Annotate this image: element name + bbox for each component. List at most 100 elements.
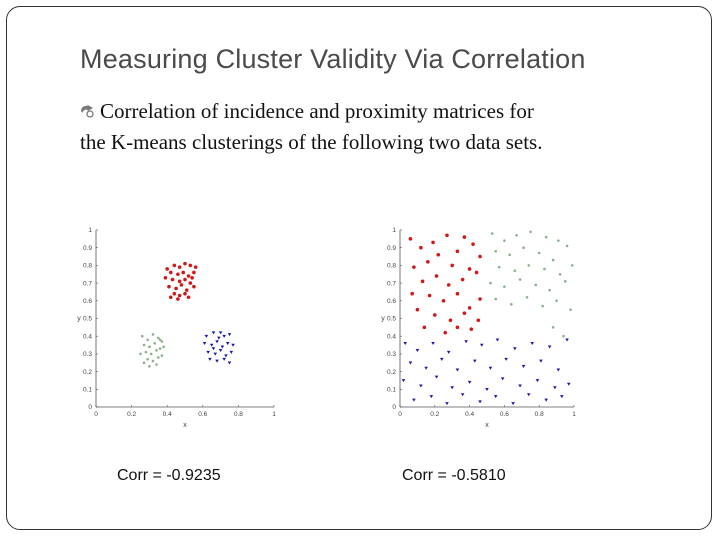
x-tick-label: 0 [94,411,98,418]
cluster-red-point [467,267,472,271]
cluster-green-point [494,297,497,301]
cluster-green-point [510,303,513,306]
cluster-red-point [177,279,182,284]
cluster-green-point [569,308,572,311]
cluster-red-point [177,265,182,269]
cluster-red-point [188,263,193,268]
cluster-red-point [478,254,482,259]
cluster-red-point [177,293,182,298]
cluster-blue-point [460,393,465,397]
cluster-red-point [192,284,196,289]
cluster-blue-point [222,334,226,338]
cluster-blue-point [518,384,522,388]
cluster-green-point [157,356,160,359]
x-tick-label: 1 [572,411,576,418]
y-tick-label: 0.7 [387,280,396,287]
slide-title: Measuring Cluster Validity Via Correlati… [80,44,586,74]
cluster-blue-point [227,361,232,365]
cluster-blue-point [495,338,500,342]
x-tick-label: 0.8 [234,411,243,418]
cluster-blue-point [556,368,561,372]
cluster-red-point [179,283,184,287]
cluster-blue-point [566,382,571,386]
cluster-blue-point [560,395,564,399]
cluster-red-point [469,327,474,331]
cluster-red-point [460,277,465,282]
cluster-blue-point [222,357,226,361]
cluster-green-point [148,364,151,368]
cluster-green-point [548,288,551,292]
cluster-red-point [434,274,439,278]
cluster-red-point [431,240,435,245]
cluster-red-point [445,233,449,238]
scatter-plot-right: 0 0.1 0.2 0.3 0.4 0.5 0.6 0.7 0.8 0.9 1 0 0.2 0.4 0.6 0… [381,227,576,429]
y-tick-label: 0.5 [387,316,396,323]
y-tick-label: 0.4 [387,333,396,340]
cluster-red-point [441,299,446,303]
cluster-green-point [153,341,157,345]
y-tick-label: 0 [88,404,92,411]
cluster-red-point [172,263,177,268]
cluster-red-point [174,286,178,291]
cluster-blue-point [455,368,460,372]
cluster-green-point [555,299,558,303]
cluster-blue-point [553,386,557,390]
cluster-red-point [192,270,196,275]
cluster-red-point [474,270,479,275]
cluster-green-point [146,338,149,342]
cluster-blue-point [513,347,517,351]
x-tick-label: 0.8 [535,411,544,418]
bullet-line-1: Correlation of incidence and proximity m… [100,99,534,123]
bullet-line-2: the K-means clusterings of the following… [80,130,543,154]
cluster-red-point [163,275,168,280]
y-tick-label: 0.9 [387,245,396,252]
cluster-red-point [172,291,177,296]
cluster-green-point [139,352,142,356]
cluster-green-point [151,333,155,336]
cluster-blue-point [213,352,218,356]
cluster-red-point [183,277,187,282]
y-tick-label: 0.2 [387,369,396,376]
cluster-blue-point [218,331,223,335]
cluster-green-point [160,340,164,343]
cluster-blue-point [439,357,444,361]
cluster-red-point [168,270,173,275]
cluster-blue-point [231,343,235,347]
cluster-red-point [184,288,189,292]
x-tick-label: 0.4 [163,411,172,418]
cluster-green-point [155,349,158,352]
cluster-green-point [503,285,506,288]
x-tick-label: 1 [272,411,276,418]
cluster-blue-point [446,350,451,354]
cluster-green-point [558,272,562,276]
x-tick-label: 0 [398,411,402,418]
cluster-red-point [170,277,175,282]
cluster-blue-point [415,349,420,353]
cluster-blue-point [209,343,214,347]
y-tick-label: 0.2 [83,369,92,376]
cluster-blue-point [224,354,228,358]
y-tick-label: 1 [88,227,92,234]
cluster-blue-point [229,350,234,354]
cluster-blue-point [204,334,209,338]
cluster-blue-point [225,341,230,345]
cluster-blue-point [521,364,526,368]
cluster-red-point [176,297,180,301]
scatter-plot-left: 0 0.1 0.2 0.3 0.4 0.5 0.6 0.7 0.8 0.9 1 0 0.2 0.4 0.6 0… [77,227,276,429]
cluster-blue-point [218,349,223,353]
cluster-green-point [162,345,165,349]
y-tick-label: 0.4 [83,333,92,340]
cluster-blue-point [535,379,540,383]
cluster-blue-point [206,350,210,354]
y-tick-label: 0.8 [387,263,396,270]
cluster-green-point [146,357,149,361]
cluster-blue-point [500,377,505,381]
cluster-green-point [157,336,160,340]
cluster-red-point [410,291,414,296]
cluster-green-point [534,283,538,287]
cluster-green-point [565,244,569,248]
cluster-green-point [148,345,151,349]
cluster-green-point [527,264,531,267]
cluster-green-point [503,239,506,242]
cluster-green-point [508,253,511,257]
